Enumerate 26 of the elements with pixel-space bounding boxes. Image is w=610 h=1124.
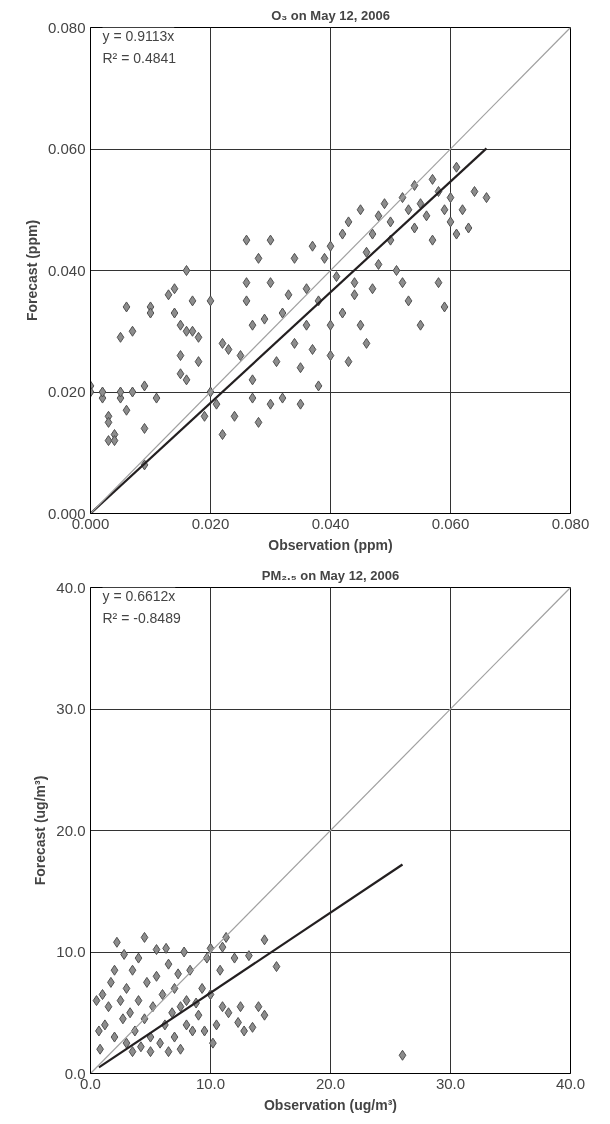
chart-title: PM₂.₅ on May 12, 2006 bbox=[261, 567, 400, 583]
x-tick-label: 0.020 bbox=[191, 514, 230, 532]
annotation: y = 0.9113x bbox=[102, 27, 175, 44]
y-axis-title: Forecast (ug/m³) bbox=[32, 775, 49, 886]
annotation: y = 0.6612x bbox=[102, 587, 176, 604]
y-tick-label: 40.0 bbox=[56, 578, 86, 596]
x-axis-title: Observation (ppm) bbox=[268, 536, 393, 553]
x-tick-label: 0.040 bbox=[311, 514, 350, 532]
y-tick-label: 0.080 bbox=[47, 18, 86, 36]
x-axis-title: Observation (ug/m³) bbox=[264, 1096, 398, 1113]
y-tick-label: 0.060 bbox=[47, 140, 86, 157]
y-tick-label: 10.0 bbox=[56, 943, 86, 960]
y-tick-label: 0.020 bbox=[47, 383, 86, 400]
y-axis-title: Forecast (ppm) bbox=[23, 219, 40, 322]
y-tick-label: 30.0 bbox=[56, 700, 86, 717]
x-tick-label: 0.060 bbox=[431, 514, 470, 532]
chart-title: O₃ on May 12, 2006 bbox=[271, 7, 390, 23]
x-tick-label: 40.0 bbox=[555, 1074, 586, 1092]
x-tick-label: 10.0 bbox=[195, 1074, 226, 1092]
x-tick-label: 20.0 bbox=[315, 1074, 346, 1092]
x-tick-label: 0.080 bbox=[551, 514, 590, 532]
x-tick-label: 30.0 bbox=[435, 1074, 466, 1092]
annotation: R² = -0.8489 bbox=[102, 609, 181, 626]
y-tick-label: 0.040 bbox=[47, 261, 86, 279]
annotation: R² = 0.4841 bbox=[102, 49, 177, 66]
y-tick-label: 20.0 bbox=[56, 821, 86, 839]
